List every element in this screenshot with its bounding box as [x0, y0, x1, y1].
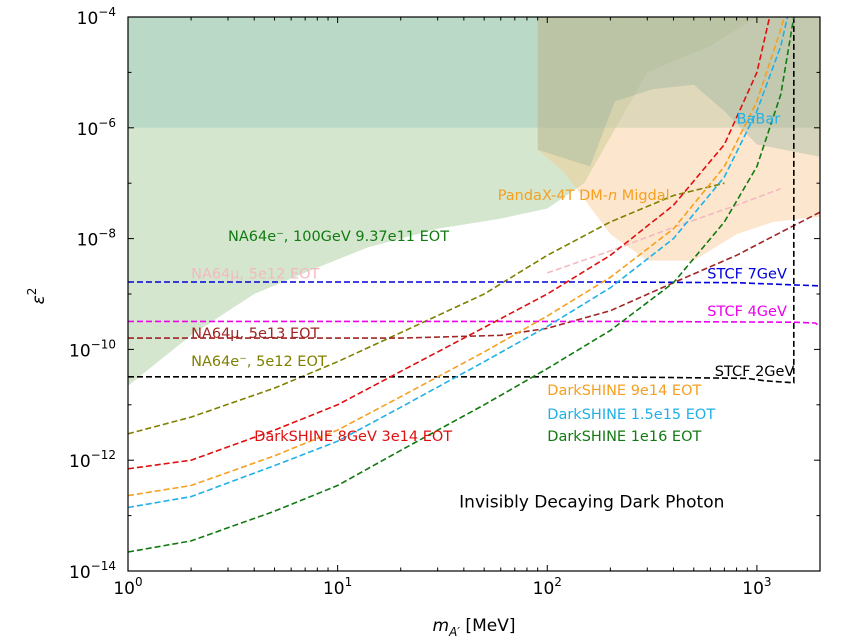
ann-na64e-5e12: NA64e⁻, 5e12 EOT: [191, 354, 327, 370]
ann-na64mu-5e12: NA64μ, 5e12 EOT: [191, 267, 319, 283]
x-axis-title: mA′ [MeV]: [433, 616, 516, 639]
series-stcf-4gev: [128, 320, 820, 328]
y-axis-title: ε2: [25, 288, 49, 305]
series-na64-5e13-eot: [128, 211, 820, 339]
y-tick-label: 10−12: [69, 448, 116, 472]
y-tick-label: 10−10: [69, 337, 116, 361]
excluded-regions: [128, 17, 820, 386]
y-tick-label: 10−4: [77, 5, 116, 29]
ann-babar: BaBar: [737, 111, 781, 127]
series-na64e-5e12-eot: [128, 182, 725, 435]
y-tick-label: 10−14: [69, 559, 116, 583]
ann-na64e-100gev: NA64e⁻, 100GeV 9.37e11 EOT: [228, 229, 449, 245]
ann-na64mu-5e13: NA64μ, 5e13 EOT: [191, 326, 319, 342]
ann-stcf2: STCF 2GeV: [715, 364, 795, 380]
ann-stcf7: STCF 7GeV: [707, 267, 787, 283]
region-grey-green-upper-region: [537, 17, 820, 167]
ann-ds-1p5e15: DarkSHINE 1.5e15 EOT: [547, 407, 715, 423]
axis-ticks: [127, 16, 821, 572]
series-darkshine-9e14-eot: [128, 17, 785, 497]
data-series: [128, 17, 820, 553]
ann-pandax: PandaX-4T DM-n Migdal: [498, 188, 670, 204]
ann-ds-1e16: DarkSHINE 1e16 EOT: [547, 429, 701, 445]
series-na64-5e12-eot: [547, 187, 782, 274]
series-darkshine-8gev-3e14-eot: [128, 17, 771, 470]
y-tick-label: 10−6: [77, 116, 116, 140]
series-darkshine-1-5e15-eot: [128, 17, 789, 509]
y-tick-label: 10−8: [77, 227, 116, 251]
x-tick-label: 102: [533, 575, 562, 599]
axis-tick-labels: 100 101 102 103 10−4 10−6 10−8 10−10 10−12 10−14: [69, 5, 772, 599]
annotations: BaBar PandaX-4T DM-n Migdal NA64e⁻, 100GeV…: [191, 111, 794, 512]
series-darkshine-1e16-eot: [128, 17, 795, 553]
ann-title: Invisibly Decaying Dark Photon: [459, 493, 724, 513]
region-babar-excluded: [128, 17, 820, 128]
ann-stcf4: STCF 4GeV: [707, 304, 787, 320]
region-pandax-4t-dm-n-migdal-excluded: [537, 17, 820, 261]
series-stcf-2gev: [128, 17, 795, 384]
x-tick-label: 103: [742, 575, 771, 599]
ann-ds-8gev: DarkSHINE 8GeV 3e14 EOT: [254, 429, 452, 445]
ann-ds-9e14: DarkSHINE 9e14 EOT: [547, 383, 701, 399]
x-tick-label: 100: [113, 575, 142, 599]
x-tick-label: 101: [323, 575, 352, 599]
